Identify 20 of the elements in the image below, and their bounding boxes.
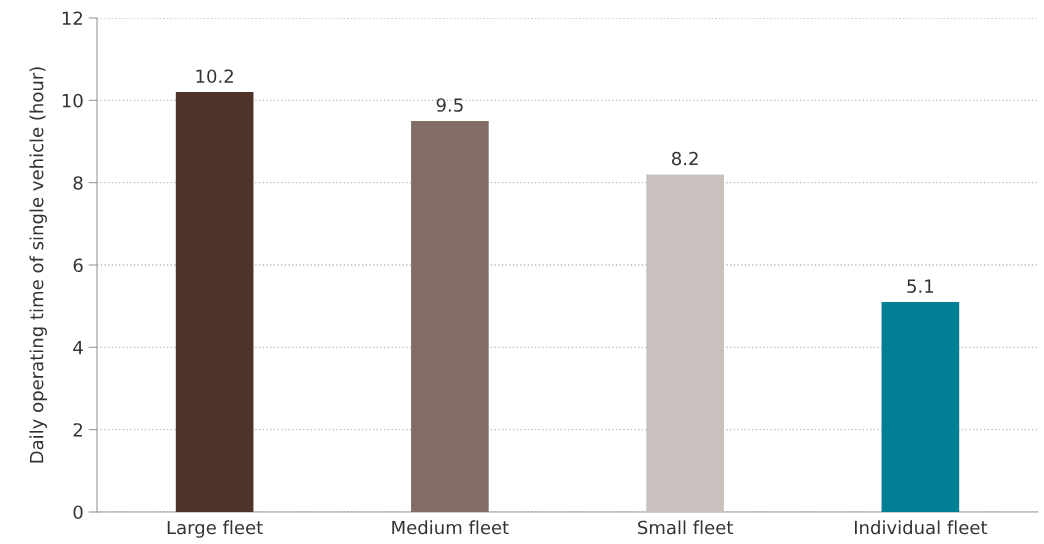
bar bbox=[411, 120, 489, 512]
data-label: 9.5 bbox=[436, 98, 463, 112]
x-tick-label: Small fleet bbox=[638, 520, 733, 535]
y-tick-label: 10 bbox=[62, 93, 83, 108]
x-tick-label: Medium fleet bbox=[392, 520, 509, 535]
data-label: 10.2 bbox=[196, 69, 233, 84]
y-tick-label: 8 bbox=[73, 176, 83, 190]
bar bbox=[175, 92, 254, 512]
x-tick-label: Individual fleet bbox=[854, 520, 988, 535]
data-label: 5.1 bbox=[907, 279, 934, 293]
y-tick-label: 12 bbox=[62, 11, 82, 25]
bar bbox=[881, 302, 960, 512]
x-tick-label: Large fleet bbox=[167, 520, 263, 538]
data-label: 8.2 bbox=[671, 151, 698, 166]
y-axis-title: Daily operating time of single vehicle (hour) bbox=[29, 67, 47, 463]
y-tick-label: 6 bbox=[73, 258, 83, 273]
y-tick-label: 0 bbox=[73, 505, 83, 520]
bar bbox=[646, 174, 724, 512]
y-tick-label: 4 bbox=[73, 341, 83, 355]
y-tick-label: 2 bbox=[73, 423, 82, 437]
